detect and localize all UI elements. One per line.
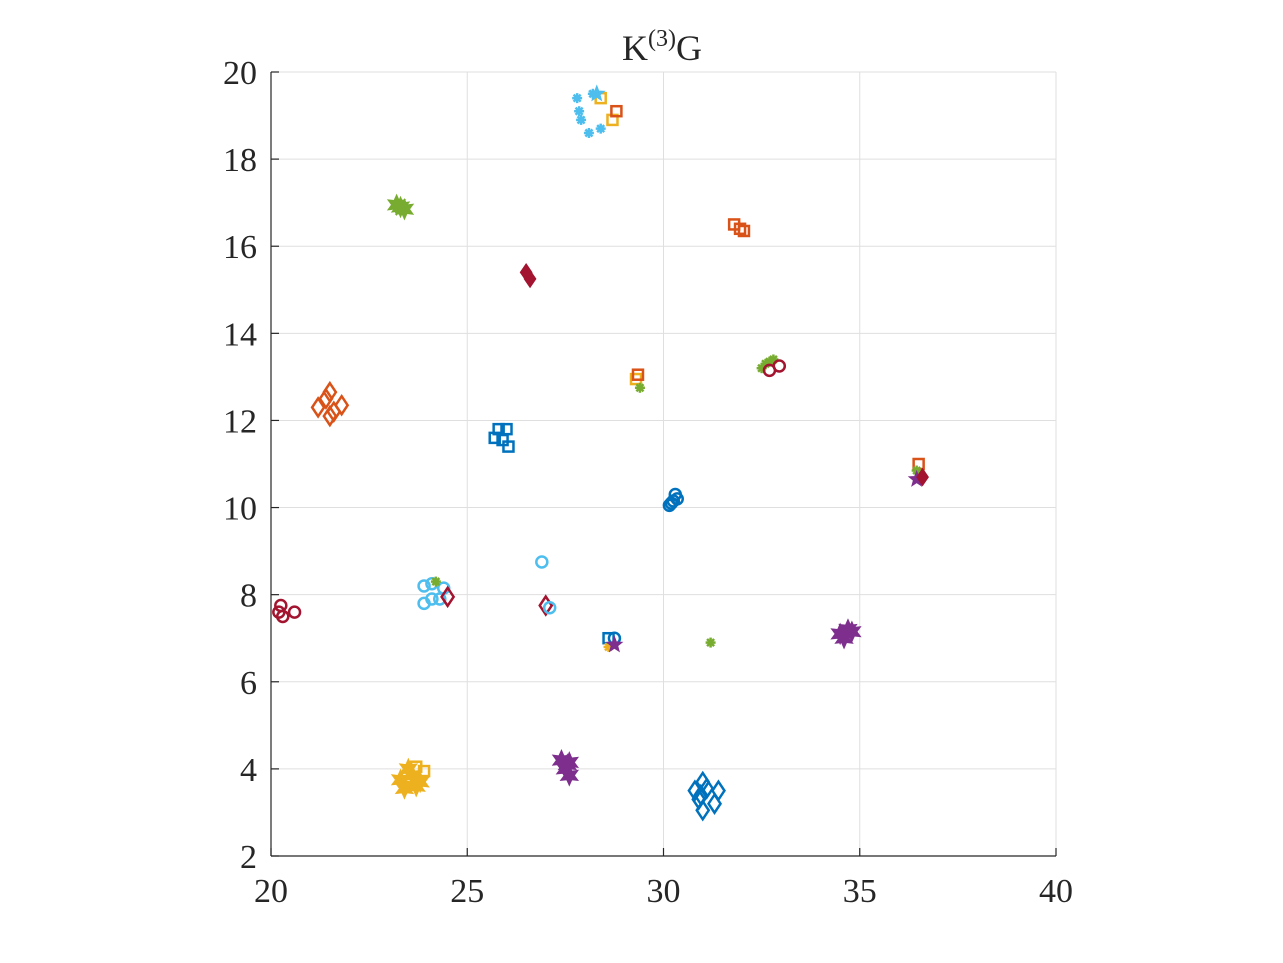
diamond-marker: [699, 777, 715, 800]
asterisk-marker: [634, 382, 645, 393]
y-tick-label: 16: [223, 229, 257, 266]
y-tick-label: 20: [223, 55, 257, 92]
data-points: [272, 84, 929, 822]
y-tick-label: 2: [240, 839, 257, 876]
asterisk-stroke: [635, 383, 645, 393]
diamond-marker: [440, 585, 456, 609]
asterisk-stroke: [768, 355, 778, 364]
asterisk-stroke: [596, 124, 606, 134]
asterisk-marker: [574, 106, 585, 117]
filled-diamond-marker: [523, 269, 537, 289]
diamond-marker: [322, 380, 338, 404]
square-marker: [417, 764, 431, 778]
asterisk-marker: [430, 576, 441, 587]
hexagram-marker: [559, 764, 580, 787]
y-tick-label: 8: [240, 578, 257, 615]
diamond-marker: [695, 799, 711, 822]
asterisk-stroke: [757, 363, 767, 373]
y-tick-label: 10: [223, 491, 257, 528]
x-tick-label: 20: [254, 873, 288, 910]
square-marker: [610, 104, 623, 118]
asterisk-marker: [583, 127, 594, 138]
axes: [270, 71, 1057, 857]
circle-marker: [542, 600, 557, 615]
circle-marker: [276, 609, 290, 624]
filled-diamond-marker: [916, 467, 929, 487]
circle-marker: [417, 579, 431, 593]
asterisk-marker: [576, 114, 587, 125]
asterisk-stroke: [584, 128, 594, 138]
x-tick-label: 30: [647, 873, 681, 910]
circle-marker: [274, 598, 288, 613]
asterisk-marker: [572, 93, 583, 104]
circle-marker: [535, 555, 549, 569]
hexagram-marker: [394, 777, 415, 800]
hexagram-marker: [842, 620, 862, 643]
asterisk-stroke: [576, 115, 586, 125]
y-tick-label: 4: [240, 752, 257, 789]
y-tick-label: 18: [223, 142, 257, 179]
diamond-marker: [693, 783, 709, 807]
star-marker: [605, 635, 624, 653]
diamond-marker: [318, 387, 334, 410]
asterisk-stroke: [431, 577, 441, 587]
hexagram-marker: [557, 753, 578, 776]
square-marker: [631, 368, 645, 381]
square-marker: [502, 440, 515, 453]
asterisk-marker: [768, 354, 779, 365]
grid-lines: [270, 71, 1057, 857]
x-tick-label: 35: [843, 873, 877, 910]
tick-labels: 20 25 30 35 40 2 4 6 8 10 12 14 16 18 20: [223, 55, 1073, 910]
chart-title: K(3)G: [622, 26, 702, 68]
asterisk-marker: [595, 123, 606, 134]
x-tick-label: 40: [1039, 873, 1073, 910]
diamond-marker: [334, 393, 350, 417]
hexagram-marker: [390, 195, 411, 219]
asterisk-stroke: [706, 638, 716, 647]
chart-title-superscript: (3): [648, 26, 676, 52]
star-marker: [587, 84, 606, 102]
asterisk-stroke: [572, 93, 582, 103]
circle-marker: [772, 359, 787, 373]
circle-marker: [287, 605, 302, 619]
asterisk-stroke: [574, 106, 584, 116]
circle-marker: [662, 498, 677, 513]
diamond-marker: [310, 396, 326, 419]
y-tick-label: 14: [223, 316, 257, 353]
y-tick-label: 12: [223, 403, 257, 440]
chart-title-base: K: [622, 28, 648, 68]
asterisk-marker: [705, 637, 716, 648]
diamond-marker: [710, 779, 726, 802]
x-tick-label: 25: [450, 873, 484, 910]
y-tick-label: 6: [240, 665, 257, 702]
square-marker: [737, 224, 751, 238]
circle-marker: [417, 596, 431, 611]
chart-title-suffix: G: [676, 28, 702, 68]
diamond-marker: [322, 404, 338, 428]
square-marker: [500, 422, 513, 436]
